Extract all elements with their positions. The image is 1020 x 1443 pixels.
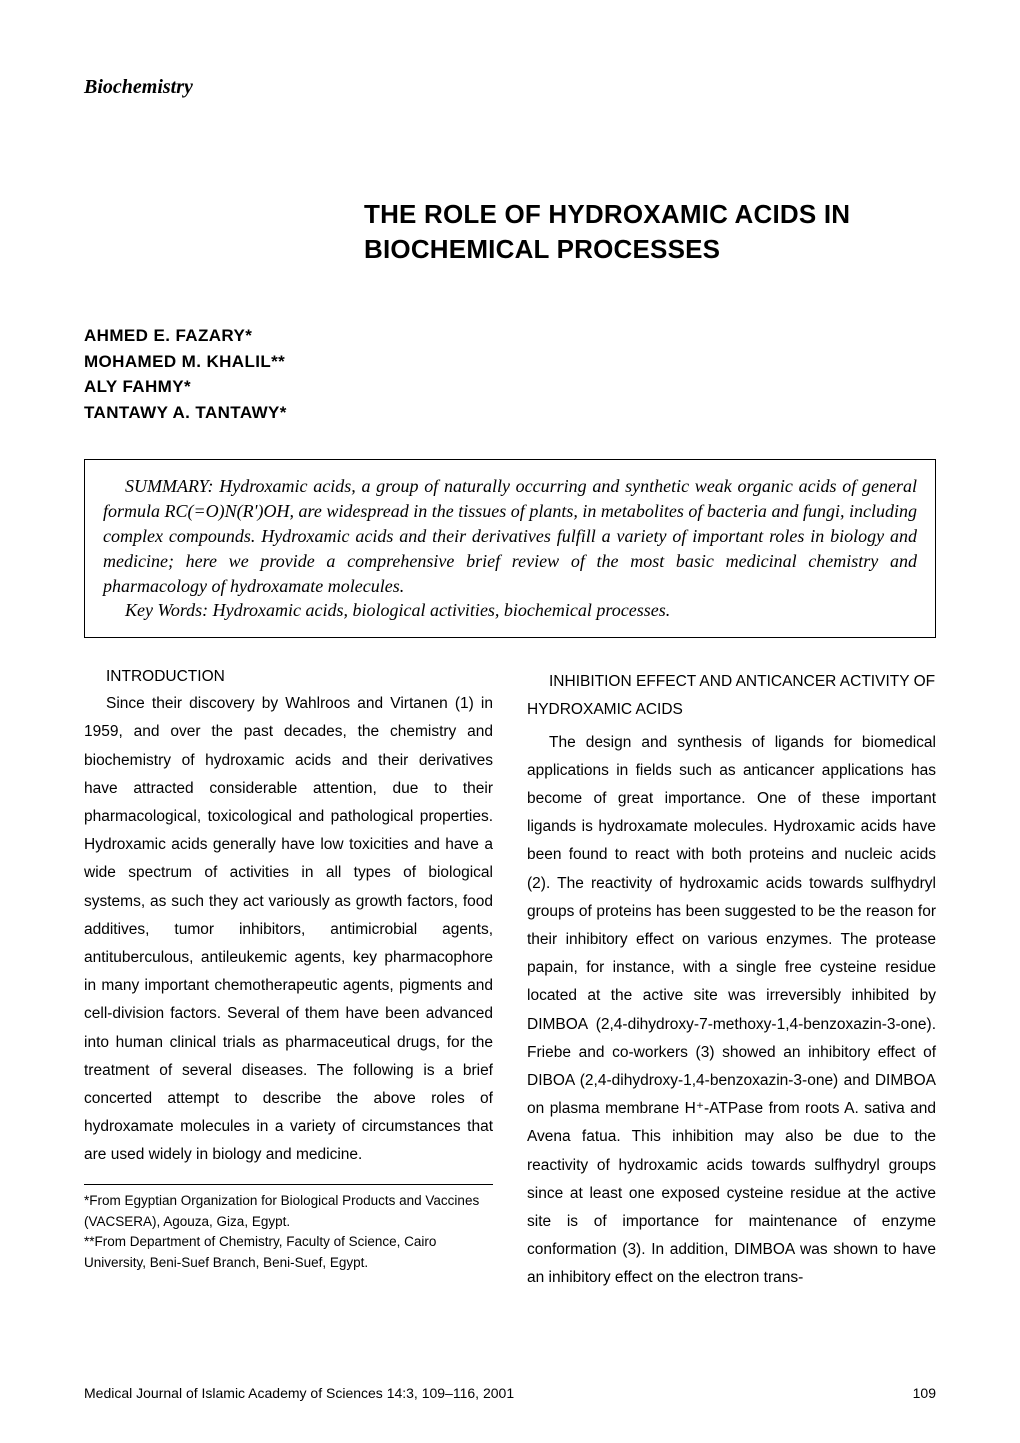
footer-page-number: 109 xyxy=(913,1385,936,1401)
body-columns: INTRODUCTION Since their discovery by Wa… xyxy=(84,668,936,1292)
author-list: AHMED E. FAZARY* MOHAMED M. KHALIL** ALY… xyxy=(84,323,936,425)
footnote-rule xyxy=(84,1184,493,1185)
intro-heading: INTRODUCTION xyxy=(84,668,493,686)
title-block: THE ROLE OF HYDROXAMIC ACIDS IN BIOCHEMI… xyxy=(364,197,936,267)
abstract-box: SUMMARY: Hydroxamic acids, a group of na… xyxy=(84,459,936,638)
inhibition-heading: INHIBITION EFFECT AND ANTICANCER ACTIVIT… xyxy=(527,668,936,724)
abstract-keywords: Key Words: Hydroxamic acids, biological … xyxy=(103,598,917,623)
author-1: AHMED E. FAZARY* xyxy=(84,323,936,349)
running-footer: Medical Journal of Islamic Academy of Sc… xyxy=(84,1385,936,1401)
title-line-1: THE ROLE OF HYDROXAMIC ACIDS IN xyxy=(364,197,936,232)
right-column: INHIBITION EFFECT AND ANTICANCER ACTIVIT… xyxy=(527,668,936,1292)
title-line-2: BIOCHEMICAL PROCESSES xyxy=(364,232,936,267)
author-4: TANTAWY A. TANTAWY* xyxy=(84,400,936,426)
footer-journal: Medical Journal of Islamic Academy of Sc… xyxy=(84,1385,514,1401)
intro-paragraph: Since their discovery by Wahlroos and Vi… xyxy=(84,690,493,1169)
abstract-summary: SUMMARY: Hydroxamic acids, a group of na… xyxy=(103,474,917,598)
section-header: Biochemistry xyxy=(84,76,936,99)
left-column: INTRODUCTION Since their discovery by Wa… xyxy=(84,668,493,1292)
footnote-1: *From Egyptian Organization for Biologic… xyxy=(84,1191,493,1233)
inhibition-paragraph: The design and synthesis of ligands for … xyxy=(527,729,936,1293)
footnote-2: **From Department of Chemistry, Faculty … xyxy=(84,1232,493,1274)
author-3: ALY FAHMY* xyxy=(84,374,936,400)
author-2: MOHAMED M. KHALIL** xyxy=(84,349,936,375)
